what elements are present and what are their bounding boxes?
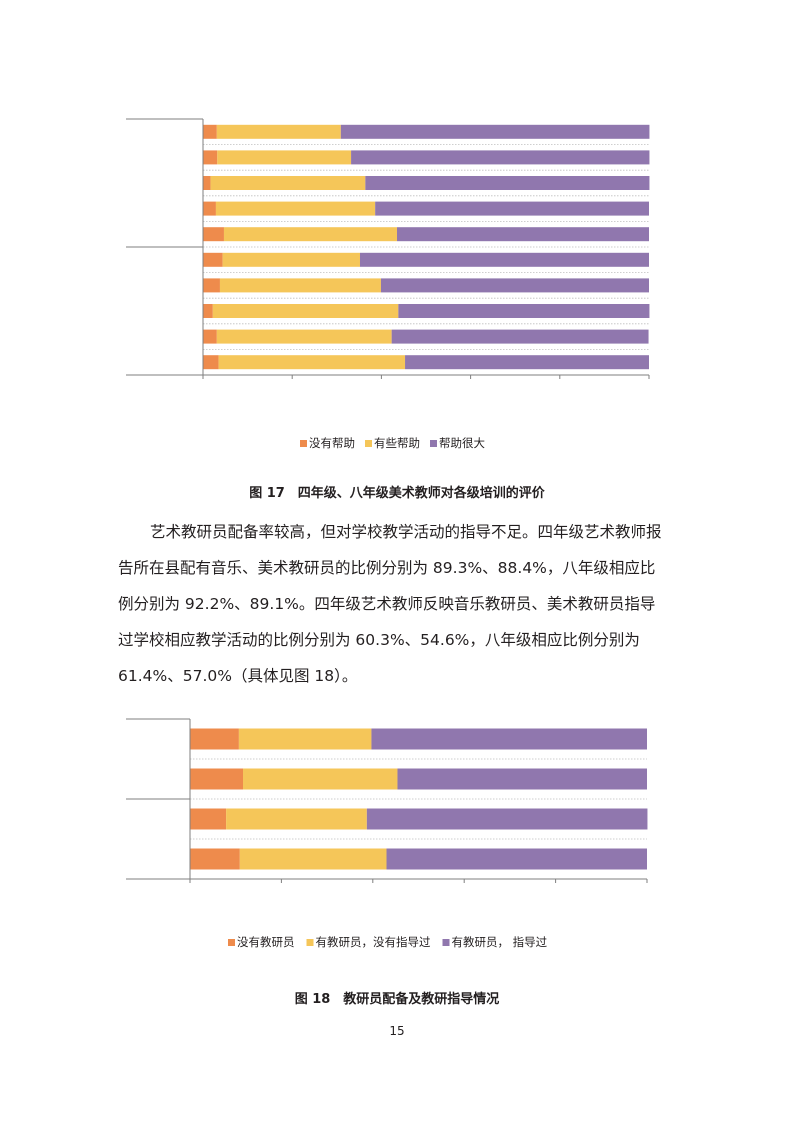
bar-segment [203, 278, 220, 293]
figure-18-caption: 图 18 教研员配备及教研指导情况 [294, 992, 500, 1007]
legend-label: 没有教研员 [237, 935, 295, 949]
paragraph-line: 告所在县配有音乐、美术教研员的比例分别为 89.3%、88.4%，八年级相应比 [118, 559, 656, 577]
bar-segment [215, 201, 376, 216]
legend-swatch [442, 939, 450, 946]
bar-segment [397, 227, 649, 242]
figure-18-svg: 没有教研员 有教研员，没有指导过 有教研员， 指导过 [126, 718, 648, 949]
bar-segment [238, 728, 372, 750]
legend-swatch [306, 939, 314, 946]
paragraph-line: 过学校相应教学活动的比例分别为 60.3%、54.6%，八年级相应比例分别为 [118, 631, 640, 649]
paragraph-line: 艺术教研员配备率较高，但对学校教学活动的指导不足。四年级艺术教师报 [150, 523, 662, 541]
page-number: 15 [389, 1024, 405, 1038]
bar-segment [375, 201, 649, 216]
bar-segment [203, 124, 217, 139]
bar-segment [391, 329, 649, 344]
legend-label: 有些帮助 [374, 436, 420, 450]
figure-18-chart: 没有教研员 有教研员，没有指导过 有教研员， 指导过 [0, 700, 794, 974]
bar-segment [226, 808, 367, 830]
bar-segment [340, 124, 650, 139]
legend-label: 帮助很大 [439, 436, 485, 450]
bar-segment [243, 768, 398, 790]
bar-segment [223, 227, 398, 242]
legend-label: 有教研员，没有指导过 [316, 935, 431, 949]
bar-segment [203, 201, 216, 216]
bar-segment [216, 329, 392, 344]
bar-segment [203, 355, 219, 370]
bar-segment [239, 848, 387, 870]
bar-segment [386, 848, 647, 870]
bar-segment [365, 176, 650, 190]
legend-swatch [300, 440, 307, 447]
bar-segment [203, 252, 223, 267]
legend-label: 有教研员， 指导过 [452, 935, 548, 949]
legend-swatch [228, 939, 235, 946]
bar-segment [203, 227, 224, 242]
bar-segment [217, 150, 352, 165]
bar-segment [210, 176, 366, 190]
figure-17-chart: 没有帮助 有些帮助 帮助很大 [0, 100, 794, 474]
bar-segment [190, 848, 240, 870]
bar-segment [190, 808, 227, 830]
bar-segment [380, 278, 649, 293]
bar-segment [190, 768, 244, 790]
bar-segment [398, 304, 650, 318]
body-paragraph: 艺术教研员配备率较高，但对学校教学活动的指导不足。四年级艺术教师报 告所在县配有… [118, 514, 686, 694]
bar-segment [203, 150, 218, 165]
bar-segment [218, 355, 406, 370]
bar-segment [203, 304, 213, 318]
paragraph-line: 61.4%、57.0%（具体见图 18）。 [118, 667, 358, 685]
figure-17-svg: 没有帮助 有些帮助 帮助很大 [126, 118, 650, 450]
bar-segment [351, 150, 650, 165]
bar-segment [212, 304, 399, 318]
legend-label: 没有帮助 [309, 436, 355, 450]
bar-segment [203, 329, 217, 344]
bar-segment [371, 728, 647, 750]
legend-swatch [365, 440, 372, 447]
bar-segment [216, 124, 341, 139]
paragraph-line: 例分别为 92.2%、89.1%。四年级艺术教师反映音乐教研员、美术教研员指导 [118, 595, 656, 613]
bar-segment [405, 355, 649, 370]
bar-segment [359, 252, 649, 267]
bar-segment [222, 252, 360, 267]
legend-swatch [430, 440, 437, 447]
bar-segment [190, 728, 239, 750]
figure-17-caption: 图 17 四年级、八年级美术教师对各级培训的评价 [249, 486, 545, 501]
bar-segment [219, 278, 381, 293]
bar-segment [203, 176, 211, 190]
bar-segment [366, 808, 648, 830]
bar-segment [397, 768, 647, 790]
